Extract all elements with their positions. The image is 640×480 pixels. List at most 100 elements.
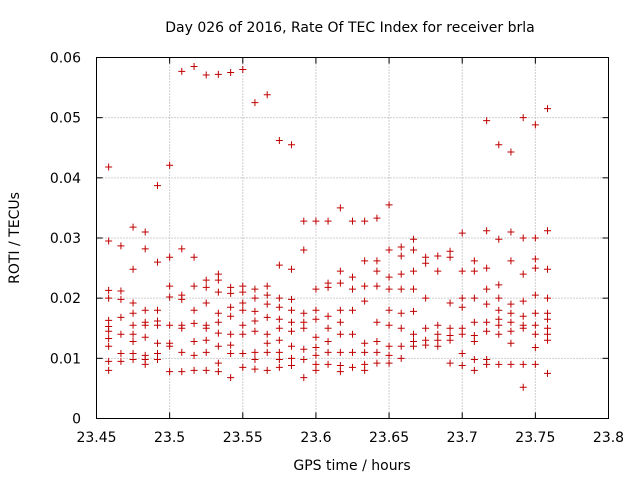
data-point bbox=[117, 287, 125, 295]
y-tick-label: 0.04 bbox=[50, 171, 81, 187]
data-point bbox=[434, 321, 442, 329]
data-point bbox=[141, 333, 149, 341]
data-point bbox=[117, 295, 125, 303]
data-point bbox=[214, 270, 222, 278]
data-point bbox=[312, 344, 320, 352]
data-point bbox=[507, 148, 515, 156]
data-point bbox=[324, 217, 332, 225]
data-point bbox=[422, 341, 430, 349]
data-point bbox=[531, 234, 539, 242]
data-point bbox=[287, 354, 295, 362]
data-point bbox=[239, 66, 247, 74]
data-point bbox=[543, 294, 551, 302]
data-point bbox=[470, 257, 478, 265]
data-point bbox=[373, 214, 381, 222]
data-point bbox=[287, 362, 295, 370]
data-point bbox=[349, 273, 356, 281]
data-point bbox=[483, 227, 491, 235]
data-point bbox=[178, 67, 186, 75]
data-point bbox=[336, 362, 344, 370]
data-point bbox=[129, 309, 137, 317]
data-point bbox=[275, 137, 283, 145]
data-point bbox=[519, 234, 527, 242]
data-point bbox=[434, 252, 442, 260]
data-point bbox=[178, 348, 186, 356]
data-point bbox=[519, 114, 527, 122]
data-point bbox=[129, 330, 137, 338]
data-point bbox=[458, 324, 466, 332]
data-point bbox=[251, 317, 259, 325]
data-point bbox=[336, 330, 344, 338]
data-point bbox=[349, 306, 356, 314]
data-point bbox=[154, 321, 162, 329]
data-point bbox=[275, 294, 283, 302]
data-point bbox=[373, 337, 381, 345]
data-point bbox=[361, 257, 369, 265]
data-point bbox=[239, 363, 247, 371]
data-point bbox=[190, 306, 198, 314]
data-point bbox=[373, 359, 381, 367]
data-point bbox=[385, 351, 393, 359]
data-point bbox=[446, 324, 454, 332]
data-point bbox=[251, 294, 259, 302]
data-point bbox=[239, 330, 247, 338]
data-point bbox=[397, 354, 405, 362]
data-point bbox=[178, 368, 186, 376]
y-tick-label: 0 bbox=[72, 412, 81, 428]
data-point bbox=[239, 321, 247, 329]
data-point bbox=[361, 360, 369, 368]
data-point bbox=[385, 321, 393, 329]
plot-frame bbox=[96, 57, 609, 419]
data-point bbox=[129, 337, 137, 345]
data-points bbox=[105, 63, 551, 391]
data-point bbox=[214, 70, 222, 78]
data-point bbox=[141, 306, 149, 314]
data-point bbox=[227, 283, 235, 291]
data-point bbox=[312, 315, 320, 323]
data-point bbox=[422, 324, 430, 332]
data-point bbox=[275, 356, 283, 364]
y-tick-label: 0.05 bbox=[50, 111, 81, 127]
data-point bbox=[263, 330, 271, 338]
data-point bbox=[141, 321, 149, 329]
data-point bbox=[361, 297, 369, 305]
data-point bbox=[324, 312, 332, 320]
data-point bbox=[263, 282, 271, 290]
data-point bbox=[361, 366, 369, 374]
data-point bbox=[214, 342, 222, 350]
data-point bbox=[422, 259, 430, 267]
y-tick-label: 0.01 bbox=[50, 351, 81, 367]
data-point bbox=[519, 324, 527, 332]
data-point bbox=[410, 330, 418, 338]
data-point bbox=[275, 363, 283, 371]
data-point bbox=[336, 306, 344, 314]
data-point bbox=[154, 339, 162, 347]
data-point bbox=[483, 318, 491, 326]
data-point bbox=[495, 315, 503, 323]
data-point bbox=[410, 267, 418, 275]
data-point bbox=[251, 327, 259, 335]
data-point bbox=[312, 351, 320, 359]
data-point bbox=[470, 366, 478, 374]
data-point bbox=[263, 91, 271, 99]
data-point bbox=[507, 339, 515, 347]
data-point bbox=[410, 307, 418, 315]
data-point bbox=[263, 300, 271, 308]
data-point bbox=[239, 350, 247, 358]
data-point bbox=[154, 182, 162, 190]
data-point bbox=[373, 282, 381, 290]
data-point bbox=[495, 294, 503, 302]
data-point bbox=[446, 359, 454, 367]
data-point bbox=[312, 217, 320, 225]
data-point bbox=[129, 350, 137, 358]
data-point bbox=[543, 369, 551, 377]
data-point bbox=[507, 257, 515, 265]
data-point bbox=[190, 351, 198, 359]
data-point bbox=[214, 318, 222, 326]
data-point bbox=[361, 348, 369, 356]
data-point bbox=[300, 324, 308, 332]
data-point bbox=[312, 366, 320, 374]
data-point bbox=[397, 309, 405, 317]
data-point bbox=[507, 327, 515, 335]
data-point bbox=[239, 299, 247, 307]
